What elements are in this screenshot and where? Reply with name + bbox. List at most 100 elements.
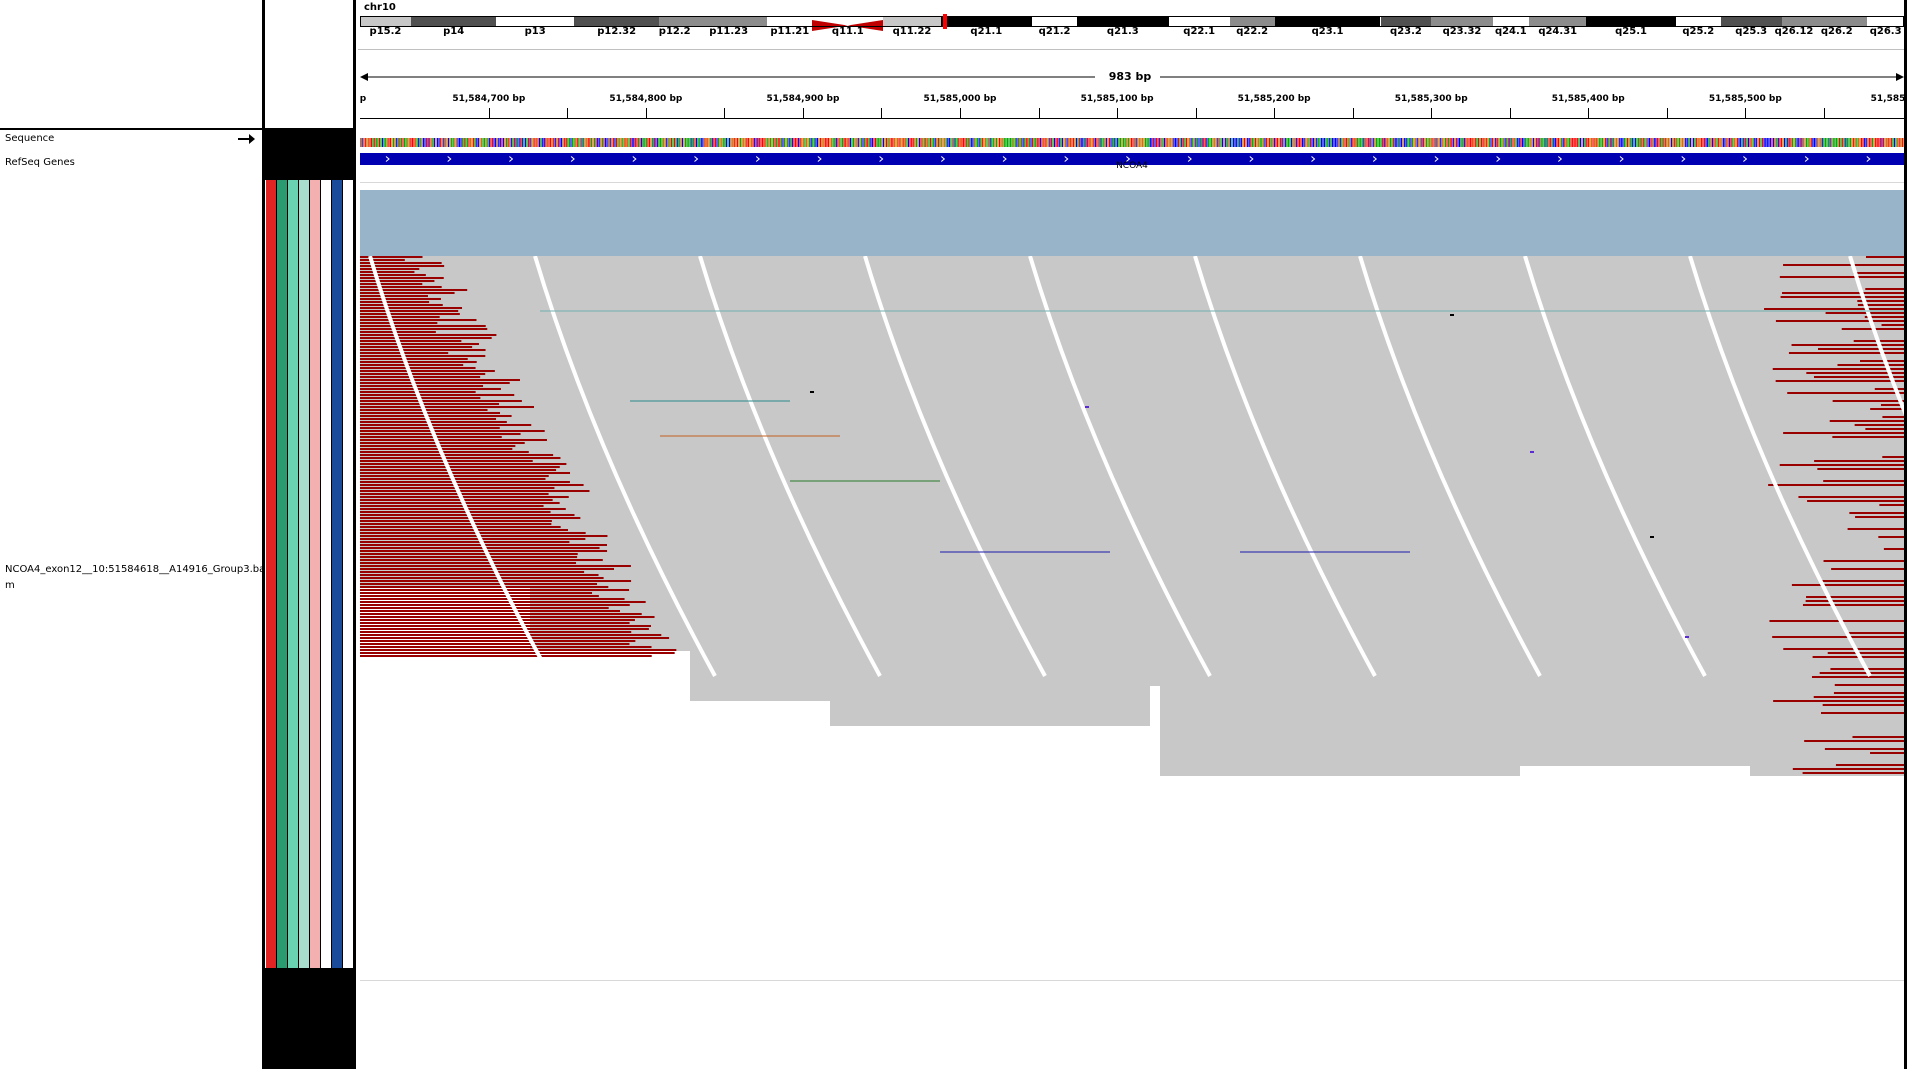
softclip-read[interactable] xyxy=(360,481,570,483)
softclip-read[interactable] xyxy=(360,646,652,648)
softclip-read[interactable] xyxy=(360,436,502,438)
softclip-read[interactable] xyxy=(1879,504,1904,506)
softclip-read[interactable] xyxy=(360,628,649,630)
mismatch-marker[interactable] xyxy=(1650,536,1654,538)
softclip-read[interactable] xyxy=(1881,324,1904,326)
softclip-read[interactable] xyxy=(360,553,578,555)
ideogram-band[interactable] xyxy=(812,16,884,31)
softclip-read[interactable] xyxy=(1833,692,1904,694)
softclip-read[interactable] xyxy=(1822,580,1904,582)
softclip-read[interactable] xyxy=(360,313,460,315)
softclip-read[interactable] xyxy=(1811,676,1904,678)
softclip-read[interactable] xyxy=(360,361,477,363)
softclip-read[interactable] xyxy=(1822,704,1904,706)
mismatch-marker[interactable] xyxy=(1530,451,1534,453)
softclip-read[interactable] xyxy=(1847,632,1904,634)
softclip-read[interactable] xyxy=(360,571,585,573)
softclip-read[interactable] xyxy=(1855,516,1904,518)
softclip-read[interactable] xyxy=(1817,468,1904,470)
softclip-read[interactable] xyxy=(360,364,464,366)
attribute-strip[interactable] xyxy=(299,180,309,968)
softclip-read[interactable] xyxy=(360,340,462,342)
softclip-read[interactable] xyxy=(360,535,608,537)
softclip-read[interactable] xyxy=(360,610,621,612)
softclip-read[interactable] xyxy=(360,490,590,492)
softclip-read[interactable] xyxy=(360,652,675,654)
softclip-read[interactable] xyxy=(360,574,599,576)
softclip-read[interactable] xyxy=(360,466,560,468)
softclip-read[interactable] xyxy=(1820,712,1904,714)
attribute-strip[interactable] xyxy=(277,180,287,968)
softclip-read[interactable] xyxy=(360,493,549,495)
mismatch-marker[interactable] xyxy=(810,391,814,393)
softclip-read[interactable] xyxy=(360,502,560,504)
softclip-read[interactable] xyxy=(360,385,484,387)
softclip-read[interactable] xyxy=(1849,512,1904,514)
softclip-read[interactable] xyxy=(360,625,651,627)
arrow-right-icon[interactable] xyxy=(238,130,256,144)
softclip-read[interactable] xyxy=(1835,764,1904,766)
softclip-read[interactable] xyxy=(360,586,609,588)
softclip-read[interactable] xyxy=(1829,420,1904,422)
softclip-read[interactable] xyxy=(360,424,532,426)
softclip-read[interactable] xyxy=(360,346,473,348)
refseq-track-label[interactable]: RefSeq Genes xyxy=(5,157,75,168)
softclip-read[interactable] xyxy=(360,457,561,459)
softclip-read[interactable] xyxy=(360,349,486,351)
softclip-read[interactable] xyxy=(1807,500,1904,502)
softclip-read[interactable] xyxy=(1779,276,1904,278)
softclip-read[interactable] xyxy=(1824,748,1904,750)
refseq-gene-feature[interactable] xyxy=(360,150,1904,165)
softclip-read[interactable] xyxy=(360,316,440,318)
softclip-read[interactable] xyxy=(360,415,512,417)
softclip-read[interactable] xyxy=(360,406,535,408)
softclip-read[interactable] xyxy=(360,442,525,444)
softclip-read[interactable] xyxy=(360,319,477,321)
softclip-read[interactable] xyxy=(360,532,586,534)
softclip-read[interactable] xyxy=(360,268,420,270)
softclip-read[interactable] xyxy=(360,655,652,657)
reads-canvas[interactable] xyxy=(360,256,1904,956)
softclip-read[interactable] xyxy=(1802,772,1904,774)
softclip-read[interactable] xyxy=(360,355,486,357)
softclip-read[interactable] xyxy=(1791,344,1904,346)
softclip-read[interactable] xyxy=(360,640,636,642)
softclip-read[interactable] xyxy=(1764,308,1904,310)
softclip-read[interactable] xyxy=(360,604,630,606)
softclip-read[interactable] xyxy=(360,562,577,564)
softclip-read[interactable] xyxy=(1865,256,1904,258)
softclip-read[interactable] xyxy=(360,328,488,330)
softclip-read[interactable] xyxy=(360,631,632,633)
softclip-read[interactable] xyxy=(1832,400,1904,402)
softclip-read[interactable] xyxy=(360,577,604,579)
softclip-read[interactable] xyxy=(1854,424,1904,426)
softclip-read[interactable] xyxy=(1814,460,1904,462)
softclip-read[interactable] xyxy=(1883,548,1904,550)
softclip-read[interactable] xyxy=(360,298,441,300)
chromosome-name[interactable]: chr10 xyxy=(364,2,396,13)
softclip-read[interactable] xyxy=(360,496,569,498)
softclip-read[interactable] xyxy=(360,439,547,441)
softclip-read[interactable] xyxy=(1773,700,1904,702)
softclip-read[interactable] xyxy=(360,421,507,423)
softclip-read[interactable] xyxy=(360,613,642,615)
softclip-read[interactable] xyxy=(1825,312,1904,314)
softclip-read[interactable] xyxy=(1806,596,1904,598)
softclip-read[interactable] xyxy=(360,358,468,360)
softclip-read[interactable] xyxy=(360,295,428,297)
softclip-read[interactable] xyxy=(360,622,630,624)
attribute-strip[interactable] xyxy=(266,180,276,968)
coverage-track[interactable] xyxy=(360,190,1904,256)
softclip-read[interactable] xyxy=(1768,484,1904,486)
attribute-strip[interactable] xyxy=(332,180,342,968)
softclip-read[interactable] xyxy=(360,472,571,474)
softclip-read[interactable] xyxy=(360,301,430,303)
mismatch-marker[interactable] xyxy=(1685,636,1689,638)
softclip-read[interactable] xyxy=(1806,372,1904,374)
softclip-read[interactable] xyxy=(360,598,625,600)
softclip-read[interactable] xyxy=(360,304,443,306)
softclip-read[interactable] xyxy=(1865,288,1904,290)
softclip-read[interactable] xyxy=(1817,348,1904,350)
softclip-read[interactable] xyxy=(360,634,662,636)
softclip-read[interactable] xyxy=(1853,272,1904,274)
